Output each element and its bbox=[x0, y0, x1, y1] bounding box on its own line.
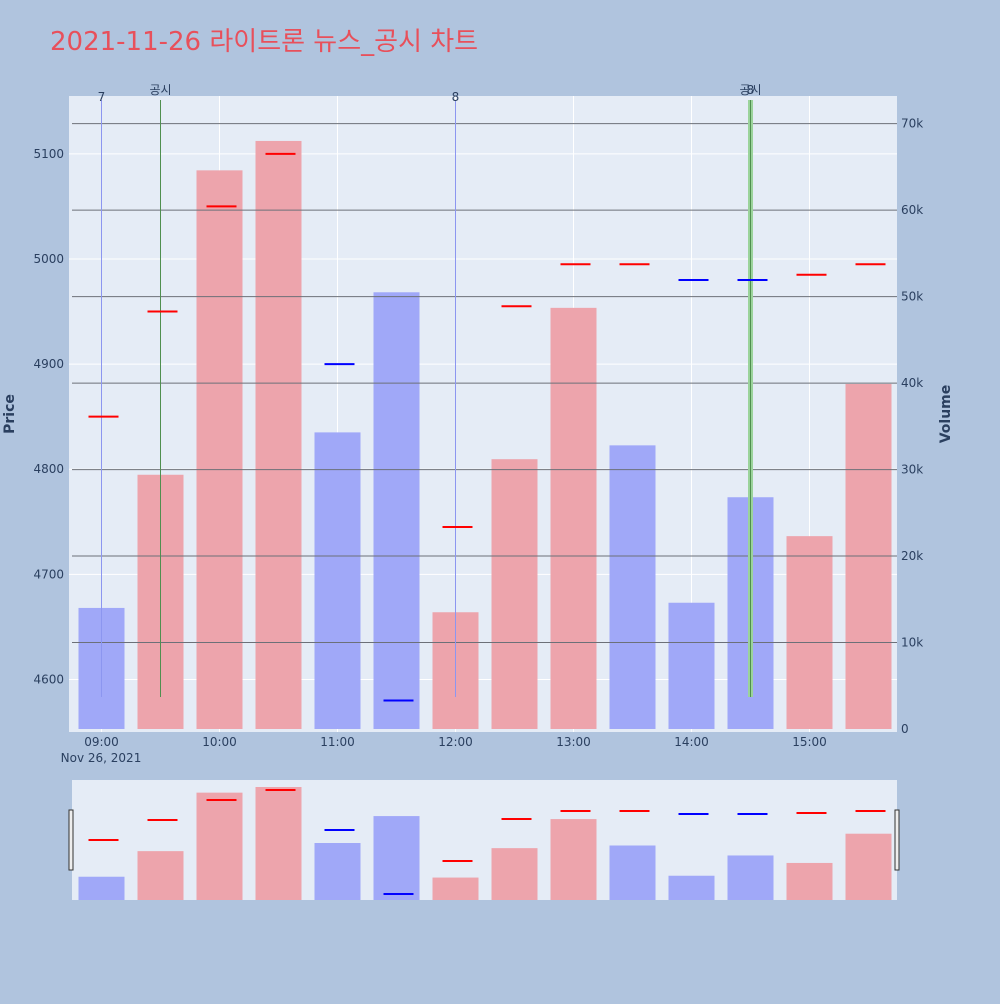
volume-tick-label: 40k bbox=[901, 376, 923, 390]
volume-tick-label: 60k bbox=[901, 203, 923, 217]
slider-volume-bar bbox=[845, 833, 892, 900]
slider-volume-bar bbox=[609, 845, 656, 900]
slider-volume-bar bbox=[314, 843, 361, 900]
price-tick-label: 5000 bbox=[33, 252, 64, 266]
price-tick-label: 4900 bbox=[33, 357, 64, 371]
annotation-label: 공시 bbox=[739, 83, 761, 97]
range-slider[interactable] bbox=[68, 780, 900, 900]
slider-volume-bar bbox=[786, 862, 833, 900]
annotation-label: 8 bbox=[452, 90, 460, 104]
y-axis-label-volume: Volume bbox=[938, 385, 954, 444]
slider-volume-bar bbox=[78, 876, 125, 900]
slider-volume-bar bbox=[491, 848, 538, 900]
x-tick-label: 15:00 bbox=[792, 735, 827, 749]
slider-volume-bar bbox=[727, 855, 774, 900]
slider-volume-bar bbox=[432, 877, 479, 900]
volume-tick-label: 50k bbox=[901, 290, 923, 304]
volume-tick-label: 10k bbox=[901, 636, 923, 650]
price-tick-label: 4800 bbox=[33, 462, 64, 476]
volume-tick-label: 70k bbox=[901, 117, 923, 131]
x-tick-label: 11:00 bbox=[320, 735, 355, 749]
x-tick-label: 12:00 bbox=[438, 735, 473, 749]
slider-volume-bar bbox=[373, 816, 420, 900]
price-tick-label: 4600 bbox=[33, 672, 64, 686]
x-tick-label: 14:00 bbox=[674, 735, 709, 749]
price-tick-label: 4700 bbox=[33, 567, 64, 581]
slider-handle-right[interactable] bbox=[894, 809, 900, 871]
volume-bar bbox=[550, 307, 597, 729]
annotation-label: 7 bbox=[98, 90, 106, 104]
slider-volume-bar bbox=[137, 851, 184, 900]
slider-volume-bar bbox=[196, 792, 243, 900]
slider-handle-left[interactable] bbox=[68, 809, 74, 871]
x-tick-label: 13:00 bbox=[556, 735, 591, 749]
volume-tick-label: 30k bbox=[901, 463, 923, 477]
x-tick-label: 09:00 bbox=[84, 735, 119, 749]
volume-bar bbox=[255, 140, 302, 729]
volume-bar bbox=[373, 292, 420, 729]
slider-volume-bar bbox=[550, 819, 597, 900]
annotation-label: 공시 bbox=[149, 83, 171, 97]
price-tick-label: 5100 bbox=[33, 147, 64, 161]
volume-tick-label: 20k bbox=[901, 549, 923, 563]
volume-bar bbox=[491, 459, 538, 729]
chart-title: 2021-11-26 라이트론 뉴스_공시 차트 bbox=[50, 27, 478, 57]
slider-volume-bar bbox=[668, 875, 715, 900]
x-tick-label: 10:00 bbox=[202, 735, 237, 749]
volume-bar bbox=[196, 170, 243, 729]
x-axis-date-label: Nov 26, 2021 bbox=[61, 751, 142, 765]
y-axis-label-price: Price bbox=[2, 394, 18, 434]
main-plot: 4600 4700 4800 4900 5000 5100 09:00 10:00 11:00 1… bbox=[33, 83, 923, 749]
slider-volume-bar bbox=[255, 787, 302, 900]
volume-bar bbox=[786, 536, 833, 729]
volume-bar bbox=[609, 445, 656, 729]
volume-bar bbox=[314, 432, 361, 729]
volume-tick-label: 0 bbox=[901, 722, 909, 736]
annotation-label: 8 bbox=[747, 83, 755, 97]
volume-bar bbox=[668, 602, 715, 729]
